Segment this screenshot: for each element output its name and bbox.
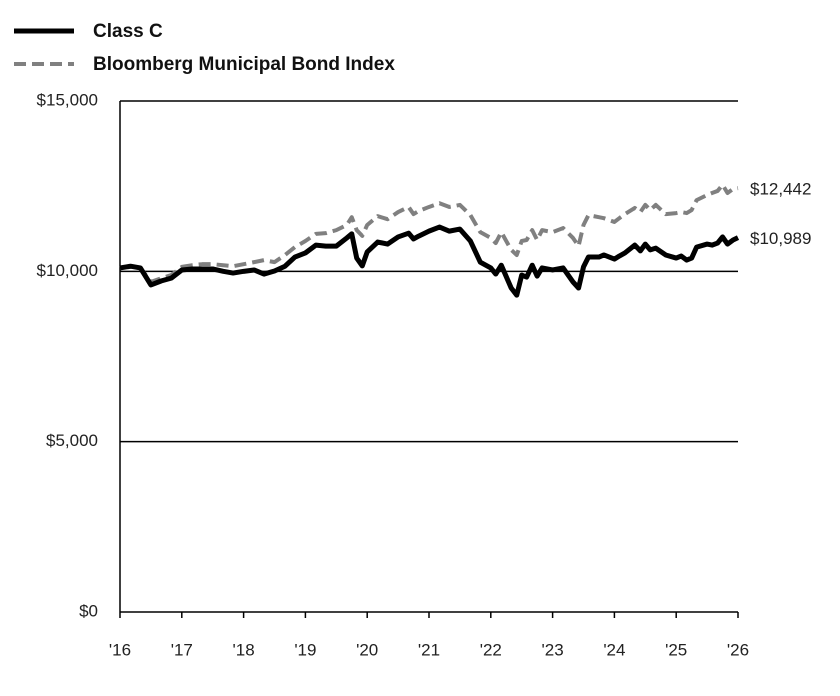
y-tick-label: $15,000 bbox=[37, 90, 98, 109]
x-tick-label: '20 bbox=[356, 640, 378, 659]
legend-text: Bloomberg Municipal Bond Index bbox=[93, 54, 395, 75]
end-label: $10,989 bbox=[750, 229, 811, 248]
legend-text: Class C bbox=[93, 21, 163, 42]
series-line bbox=[119, 182, 739, 284]
x-tick-label: '18 bbox=[233, 640, 255, 659]
x-tick-label: '22 bbox=[480, 640, 502, 659]
series-line bbox=[119, 224, 740, 298]
x-tick-label: '17 bbox=[171, 640, 193, 659]
x-tick-label: '23 bbox=[542, 640, 564, 659]
y-tick-label: $5,000 bbox=[46, 431, 98, 450]
x-tick-label: '26 bbox=[727, 640, 749, 659]
x-tick-label: '24 bbox=[603, 640, 625, 659]
x-tick-label: '25 bbox=[665, 640, 687, 659]
x-tick-label: '16 bbox=[109, 640, 131, 659]
x-tick-label: '21 bbox=[418, 640, 440, 659]
y-tick-label: $0 bbox=[79, 601, 98, 620]
x-tick-label: '19 bbox=[294, 640, 316, 659]
y-tick-label: $10,000 bbox=[37, 261, 98, 280]
end-label: $12,442 bbox=[750, 180, 811, 199]
